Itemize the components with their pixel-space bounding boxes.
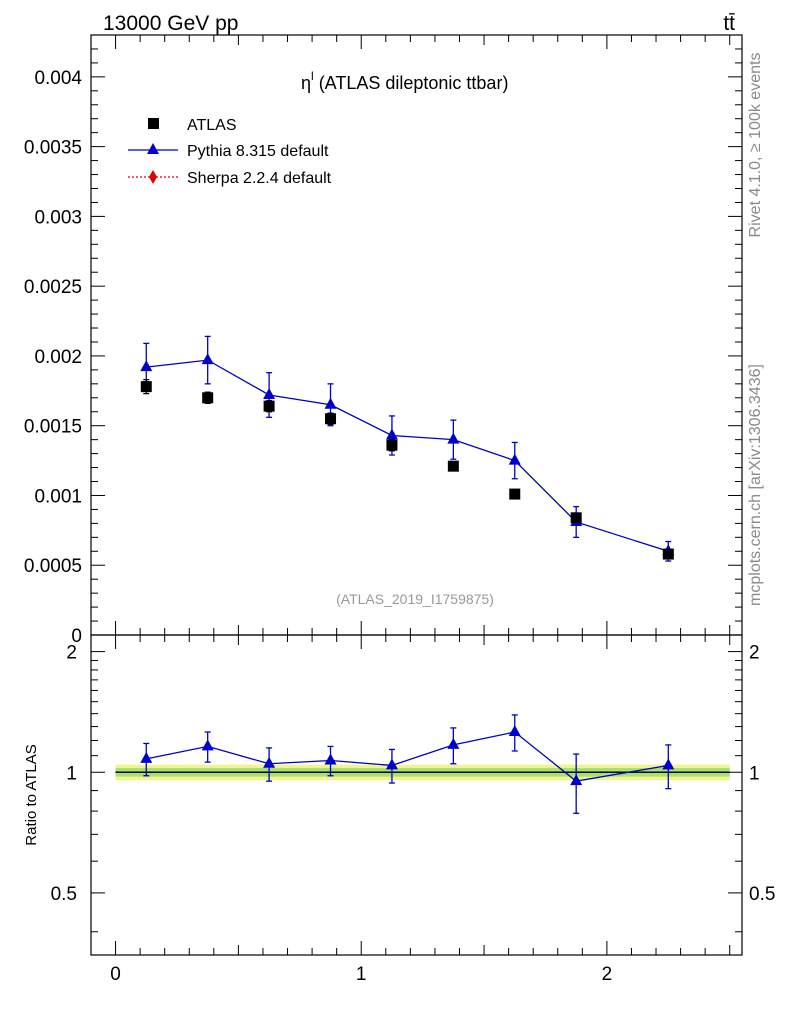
main-atlas-point [570, 512, 582, 524]
main-y-tick-label: 0.0025 [24, 277, 82, 298]
main-y-tick-label: 0.0035 [24, 138, 82, 159]
main-pythia-point [447, 432, 460, 444]
main-y-tick-label: 0.001 [34, 486, 82, 507]
main-pythia-point [324, 397, 337, 409]
main-y-tick-label: 0 [71, 626, 82, 647]
ratio-y-tick-label: 0.5 [51, 884, 77, 905]
ratio-plot-panel: 0.5 0.5 1 1 2 2 0 1 2 Ratio to ATLAS [23, 634, 775, 985]
ratio-pythia-point [447, 737, 460, 749]
main-atlas-point [202, 392, 214, 404]
ratio-y-tick-label-right: 0.5 [749, 884, 775, 905]
ratio-y-tick-label: 1 [66, 763, 77, 784]
mcplots-source-label: mcplots.cern.ch [arXiv:1306.3436] [747, 364, 764, 606]
main-y-tick-label: 0.004 [34, 68, 82, 89]
main-y-tick-label: 0.0005 [24, 556, 82, 577]
rivet-version-label: Rivet 4.1.0, ≥ 100k events [747, 53, 764, 238]
plot-title: ηl (ATLAS dileptonic ttbar) [301, 69, 508, 93]
ratio-pythia-point [385, 758, 398, 770]
main-y-tick-label: 0.0015 [24, 417, 82, 438]
main-y-tick-label: 0.002 [34, 347, 82, 368]
legend-sherpa-label: Sherpa 2.2.4 default [187, 170, 332, 187]
main-pythia-point [508, 453, 521, 465]
legend-pythia-label: Pythia 8.315 default [187, 143, 329, 160]
ratio-axis-label: Ratio to ATLAS [23, 744, 40, 845]
header-right-label: tt̄ [723, 12, 735, 35]
main-pythia-series [140, 335, 675, 562]
main-pythia-point [140, 360, 153, 372]
ratio-plot-frame [90, 634, 743, 956]
main-atlas-series [140, 379, 674, 560]
main-atlas-point [662, 548, 674, 560]
plot-title-superscript: l [311, 69, 314, 83]
plot-title-text: (ATLAS dileptonic ttbar) [314, 73, 509, 93]
ratio-y-tick-label-right: 2 [749, 643, 760, 664]
ratio-pythia-point [201, 739, 214, 751]
main-atlas-point [325, 413, 337, 425]
main-pythia-point [385, 428, 398, 440]
main-plot-panel: 0 0.0005 0.001 0.0015 0.002 0.0025 0.003 0.0035… [24, 34, 743, 647]
legend-atlas-label: ATLAS [187, 117, 237, 134]
main-atlas-point [447, 460, 459, 472]
header-left-label: 13000 GeV pp [103, 12, 238, 35]
ratio-x-tick-label: 0 [110, 964, 121, 985]
ratio-y-tick-label: 2 [66, 643, 77, 664]
legend-sherpa-marker [149, 170, 157, 184]
ratio-y-tick-label-right: 1 [749, 763, 760, 784]
main-atlas-point [386, 439, 398, 451]
ratio-pythia-point [324, 753, 337, 765]
legend-pythia-marker [147, 143, 159, 154]
main-atlas-point [140, 381, 152, 393]
main-pythia-line [146, 359, 669, 552]
ratio-x-tick-label: 1 [356, 964, 367, 985]
ratio-pythia-point [662, 758, 675, 770]
analysis-watermark: (ATLAS_2019_I1759875) [336, 591, 494, 607]
main-pythia-point [263, 388, 276, 399]
ratio-pythia-point [140, 751, 153, 763]
ratio-x-tick-label: 2 [602, 964, 613, 985]
main-y-tick-label: 0.003 [34, 207, 82, 228]
legend-atlas-marker [148, 118, 159, 129]
ratio-pythia-point [508, 725, 521, 737]
main-atlas-point [509, 488, 521, 500]
plot-title-symbol: η [301, 73, 311, 93]
ratio-pythia-point [570, 774, 583, 786]
ratio-pythia-series [140, 714, 675, 814]
legend: ATLAS Pythia 8.315 default Sherpa 2.2.4 … [128, 117, 332, 187]
main-pythia-point [201, 353, 214, 365]
main-atlas-point [263, 400, 275, 412]
ratio-pythia-point [263, 756, 276, 768]
